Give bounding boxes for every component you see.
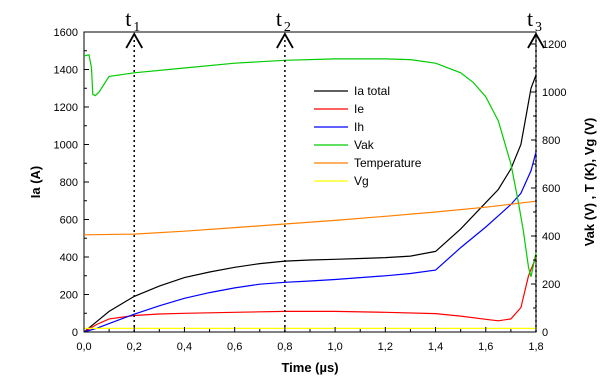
y-right-tick-label: 200 [542, 279, 560, 291]
y-right-tick-label: 800 [542, 135, 560, 147]
x-tick-label: 1,2 [378, 341, 393, 353]
x-tick-label: 1,8 [528, 341, 543, 353]
y-left-tick-label: 200 [60, 290, 78, 302]
time-marker-arrow [125, 32, 144, 49]
y-right-tick-label: 0 [542, 327, 548, 339]
x-axis: 0,0 0,2 0,4 0,6 0,8 1,0 1,2 1,4 1,6 1,8 [76, 327, 544, 353]
legend-entry: Ia total [354, 84, 390, 98]
y-left-tick-label: 800 [60, 177, 78, 189]
series-line [83, 256, 537, 333]
x-tick-label: 0,2 [127, 341, 142, 353]
y-left-tick-label: 1200 [54, 102, 78, 114]
time-marker-label: t [125, 6, 131, 31]
x-axis-label: Time (µs) [281, 360, 338, 375]
legend-entry: Vg [354, 174, 369, 188]
x-tick-label: 0,0 [76, 341, 91, 353]
legend: Ia total Ie Ih Vak Temperature Vg [314, 84, 422, 188]
y-axis-left: 0 200 400 600 800 1000 1200 1400 1600 [54, 27, 89, 339]
y-axis-right: 0 200 400 600 800 1000 1200 [531, 39, 566, 339]
series-layer [83, 54, 537, 333]
x-tick-label: 0,4 [177, 341, 192, 353]
x-tick-label: 0,8 [277, 341, 292, 353]
x-tick-label: 1,4 [428, 341, 443, 353]
y-right-tick-label: 1000 [542, 87, 566, 99]
time-marker-subscript: 2 [284, 20, 291, 35]
time-marker-subscript: 3 [535, 20, 542, 35]
legend-entry: Vak [354, 138, 375, 152]
legend-entry: Ie [354, 102, 364, 116]
time-marker-arrow [276, 32, 294, 49]
time-marker-label: t [527, 6, 533, 31]
x-tick-label: 1,0 [327, 341, 342, 353]
series-line [83, 74, 537, 333]
x-tick-label: 1,6 [478, 341, 493, 353]
legend-entry: Temperature [354, 156, 422, 170]
y-left-tick-label: 1400 [54, 65, 78, 77]
y-axis-right-label: Vak (V) , T (K), Vg (V) [582, 118, 597, 247]
y-right-tick-label: 400 [542, 231, 560, 243]
time-marker-subscript: 1 [133, 20, 140, 35]
y-left-tick-label: 0 [72, 327, 78, 339]
plot-area [83, 31, 537, 333]
y-axis-left-label: Ia (A) [28, 166, 43, 199]
time-marker-arrow [527, 32, 545, 49]
y-left-tick-label: 400 [60, 252, 78, 264]
y-left-tick-label: 600 [60, 215, 78, 227]
series-line [83, 151, 537, 333]
y-left-tick-label: 1600 [54, 27, 78, 39]
plot-frame [83, 31, 537, 333]
y-right-tick-label: 1200 [542, 39, 566, 51]
time-marker-label: t [276, 6, 282, 31]
series-line [83, 200, 537, 236]
y-right-tick-label: 600 [542, 183, 560, 195]
y-left-tick-label: 1000 [54, 140, 78, 152]
x-tick-label: 0,6 [227, 341, 242, 353]
legend-entry: Ih [354, 120, 364, 134]
series-line [83, 54, 537, 277]
